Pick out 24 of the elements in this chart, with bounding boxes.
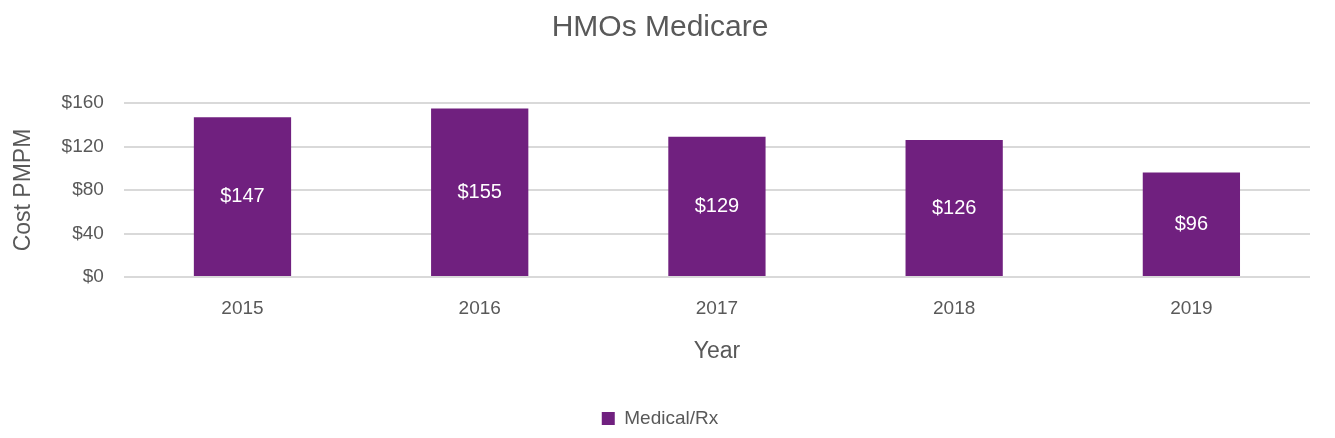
- bar: [905, 139, 1003, 276]
- bar: [668, 136, 766, 276]
- data-label: $155: [457, 179, 502, 202]
- y-tick-label: $160: [61, 91, 104, 113]
- data-label: $129: [694, 193, 740, 216]
- y-tick-label: $0: [82, 265, 104, 287]
- x-tick-label: 2015: [221, 296, 264, 318]
- chart-title: HMOs Medicare: [551, 9, 769, 43]
- x-axis-title: Year: [693, 336, 741, 363]
- data-label: $126: [931, 195, 977, 218]
- y-axis-title: Cost PMPM: [9, 128, 36, 252]
- x-tick-label: 2017: [695, 296, 739, 318]
- y-tick-label: $120: [61, 134, 104, 156]
- x-tick-label: 2019: [1170, 296, 1213, 318]
- data-label: $96: [1174, 211, 1209, 234]
- bar: [431, 108, 529, 276]
- legend-label: Medical/Rx: [624, 406, 719, 428]
- data-label: $147: [220, 184, 265, 207]
- x-tick-label: 2016: [458, 296, 501, 318]
- bar: [193, 117, 292, 276]
- x-tick-label: 2018: [933, 296, 976, 318]
- y-tick-label: $80: [72, 178, 104, 200]
- y-tick-label: $40: [72, 221, 104, 243]
- bar: [1142, 172, 1241, 276]
